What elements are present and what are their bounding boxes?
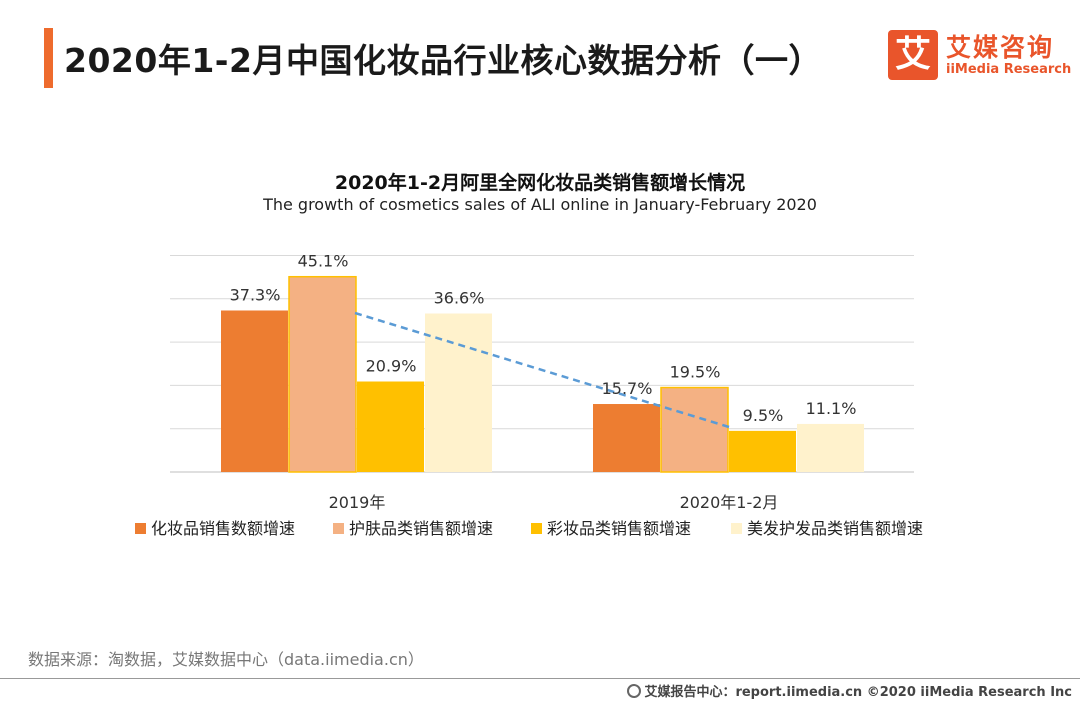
chart-title: 2020年1-2月阿里全网化妆品类销售额增长情况 bbox=[334, 172, 746, 194]
logo-chinese-name: 艾媒咨询 bbox=[946, 33, 1055, 62]
bar-outline bbox=[660, 386, 729, 473]
trend-line bbox=[354, 311, 730, 429]
page-title: 2020年1-2月中国化妆品行业核心数据分析（一） bbox=[64, 41, 822, 80]
data-label: 19.5% bbox=[670, 363, 721, 382]
bar bbox=[661, 387, 728, 472]
data-label: 11.1% bbox=[806, 399, 857, 418]
legend-label: 护肤品类销售额增速 bbox=[349, 519, 493, 538]
footer-divider bbox=[0, 678, 1080, 679]
chart-subtitle: The growth of cosmetics sales of ALI onl… bbox=[263, 195, 817, 214]
data-label: 45.1% bbox=[298, 252, 349, 271]
legend-swatch bbox=[333, 523, 344, 534]
brand-logo: 艾 艾媒咨询 iiMedia Research bbox=[888, 30, 1072, 86]
bar bbox=[593, 404, 660, 472]
legend-swatch bbox=[531, 523, 542, 534]
data-label: 20.9% bbox=[366, 357, 417, 376]
logo-english-name: iiMedia Research bbox=[946, 62, 1072, 77]
bar bbox=[221, 310, 288, 472]
globe-icon bbox=[627, 684, 642, 698]
legend-label: 化妆品销售数额增速 bbox=[151, 519, 295, 538]
footer-copyright: 艾媒报告中心：report.iimedia.cn ©2020 iiMedia R… bbox=[627, 681, 1072, 700]
logo-mark-icon: 艾 bbox=[888, 30, 938, 80]
x-tick-label: 2019年 bbox=[329, 493, 386, 512]
legend-label: 彩妆品类销售额增速 bbox=[547, 519, 691, 538]
data-label: 15.7% bbox=[602, 379, 653, 398]
data-source-note: 数据来源：淘数据，艾媒数据中心（data.iimedia.cn） bbox=[28, 650, 424, 669]
title-accent-bar bbox=[44, 28, 53, 88]
bar-outline bbox=[288, 275, 357, 473]
legend-swatch bbox=[135, 523, 146, 534]
x-tick-label: 2020年1-2月 bbox=[680, 493, 779, 512]
bar bbox=[425, 313, 492, 472]
data-label: 36.6% bbox=[434, 289, 485, 308]
bar bbox=[357, 381, 424, 472]
footer-copyright-text: 艾媒报告中心：report.iimedia.cn ©2020 iiMedia R… bbox=[644, 685, 1072, 700]
legend-label: 美发护发品类销售额增速 bbox=[747, 519, 923, 538]
bar bbox=[289, 276, 356, 472]
bar-chart: 37.3% 15.7% 45.1% 19.5% 20.9% 9.5% 36.6% 11.1% 2… bbox=[135, 252, 923, 538]
bar bbox=[797, 423, 864, 472]
legend-swatch bbox=[731, 523, 742, 534]
data-label: 9.5% bbox=[743, 406, 784, 425]
data-label: 37.3% bbox=[230, 285, 281, 304]
bar bbox=[729, 430, 796, 472]
